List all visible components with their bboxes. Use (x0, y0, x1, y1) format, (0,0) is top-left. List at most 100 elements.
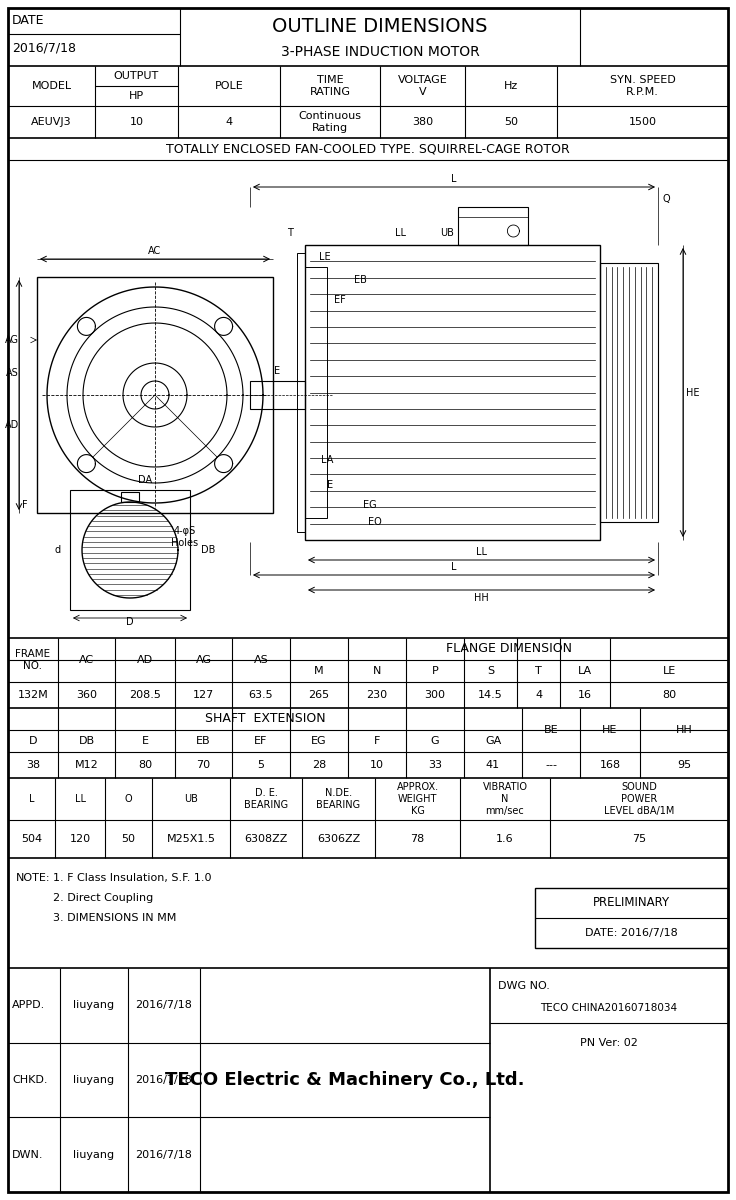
Text: HH: HH (676, 725, 693, 734)
Text: AC: AC (149, 246, 162, 256)
Text: 1. F Class Insulation, S.F. 1.0: 1. F Class Insulation, S.F. 1.0 (53, 874, 211, 883)
Text: F: F (374, 736, 381, 746)
Text: BE: BE (544, 725, 559, 734)
Text: AG: AG (196, 655, 211, 665)
Text: EG: EG (311, 736, 327, 746)
Text: 75: 75 (632, 834, 646, 844)
Text: EF: EF (255, 736, 268, 746)
Text: L: L (29, 794, 35, 804)
Text: 3. DIMENSIONS IN MM: 3. DIMENSIONS IN MM (53, 913, 177, 923)
Bar (121, 492, 139, 502)
Text: FRAME
NO.: FRAME NO. (15, 649, 51, 671)
Text: VOLTAGE
V: VOLTAGE V (397, 76, 447, 97)
Bar (459, 206, 528, 245)
Text: 33: 33 (428, 760, 442, 770)
Text: 28: 28 (312, 760, 326, 770)
Text: HE: HE (686, 388, 700, 397)
Text: UB: UB (184, 794, 198, 804)
Text: GA: GA (485, 736, 501, 746)
Text: 78: 78 (411, 834, 425, 844)
Text: M12: M12 (74, 760, 99, 770)
Text: TECO CHINA20160718034: TECO CHINA20160718034 (540, 1003, 678, 1013)
Text: 41: 41 (486, 760, 500, 770)
Text: 120: 120 (69, 834, 91, 844)
Text: AG: AG (5, 335, 19, 346)
Text: 2016/7/18: 2016/7/18 (135, 1150, 192, 1159)
Text: 4: 4 (535, 690, 542, 700)
Text: LL: LL (394, 228, 406, 238)
Bar (535, 888, 728, 948)
Text: TIME
RATING: TIME RATING (310, 76, 350, 97)
Text: d: d (55, 545, 61, 554)
Text: EB: EB (197, 736, 210, 746)
Text: Hz: Hz (504, 80, 518, 91)
Text: N.DE.
BEARING: N.DE. BEARING (316, 788, 361, 810)
Text: LL: LL (476, 547, 487, 557)
Text: liuyang: liuyang (74, 1150, 115, 1159)
Text: 3-PHASE INDUCTION MOTOR: 3-PHASE INDUCTION MOTOR (280, 44, 479, 59)
Text: Q: Q (662, 194, 670, 204)
Text: ---: --- (545, 760, 557, 770)
Text: 10: 10 (130, 116, 144, 127)
Text: UB: UB (439, 228, 453, 238)
Text: VIBRATIO
N
mm/sec: VIBRATIO N mm/sec (483, 782, 528, 816)
Text: 2016/7/18: 2016/7/18 (12, 42, 76, 54)
Text: N: N (373, 666, 381, 676)
Text: PN Ver: 02: PN Ver: 02 (580, 1038, 638, 1048)
Text: AS: AS (254, 655, 269, 665)
Text: F: F (22, 500, 28, 510)
Text: DA: DA (138, 475, 152, 485)
Text: DWN.: DWN. (12, 1150, 43, 1159)
Text: HH: HH (474, 593, 489, 602)
Text: G: G (431, 736, 439, 746)
Text: E: E (327, 480, 333, 490)
Bar (297, 253, 305, 532)
Text: DB: DB (201, 545, 215, 554)
Text: EO: EO (368, 517, 382, 527)
Text: M25X1.5: M25X1.5 (166, 834, 216, 844)
Text: 2016/7/18: 2016/7/18 (135, 1075, 192, 1085)
Text: NOTE:: NOTE: (16, 874, 51, 883)
Text: SYN. SPEED
R.P.M.: SYN. SPEED R.P.M. (609, 76, 676, 97)
Text: 95: 95 (677, 760, 691, 770)
Text: EG: EG (363, 500, 377, 510)
Text: LA: LA (578, 666, 592, 676)
Text: 504: 504 (21, 834, 42, 844)
Text: O: O (124, 794, 132, 804)
Text: HP: HP (129, 91, 144, 101)
Text: CHKD.: CHKD. (12, 1075, 48, 1085)
Text: POLE: POLE (215, 80, 244, 91)
Text: 127: 127 (193, 690, 214, 700)
Text: E: E (275, 366, 280, 376)
Bar (250, 382, 305, 409)
Bar (305, 245, 600, 540)
Text: 265: 265 (308, 690, 330, 700)
Text: AD: AD (5, 420, 19, 430)
Text: M: M (314, 666, 324, 676)
Text: AC: AC (79, 655, 94, 665)
Text: 4-φS: 4-φS (174, 526, 196, 536)
Text: AD: AD (137, 655, 153, 665)
Text: MODEL: MODEL (32, 80, 71, 91)
Text: S: S (487, 666, 494, 676)
Text: PRELIMINARY: PRELIMINARY (593, 896, 670, 910)
Text: DWG NO.: DWG NO. (498, 982, 550, 991)
Text: LE: LE (662, 666, 676, 676)
Text: APPD.: APPD. (12, 1001, 45, 1010)
Text: 5: 5 (258, 760, 264, 770)
Text: Holes: Holes (171, 538, 199, 548)
Text: L: L (451, 562, 457, 572)
Text: 230: 230 (367, 690, 388, 700)
Text: 2016/7/18: 2016/7/18 (135, 1001, 192, 1010)
Text: 80: 80 (662, 690, 676, 700)
Text: DATE: 2016/7/18: DATE: 2016/7/18 (585, 928, 678, 938)
Text: 50: 50 (121, 834, 135, 844)
Text: T: T (535, 666, 542, 676)
Text: 10: 10 (370, 760, 384, 770)
Text: 4: 4 (225, 116, 233, 127)
Text: DB: DB (79, 736, 94, 746)
Text: 2. Direct Coupling: 2. Direct Coupling (53, 893, 153, 902)
Text: OUTPUT: OUTPUT (114, 71, 159, 80)
Text: APPROX.
WEIGHT
KG: APPROX. WEIGHT KG (397, 782, 439, 816)
Text: E: E (141, 736, 149, 746)
